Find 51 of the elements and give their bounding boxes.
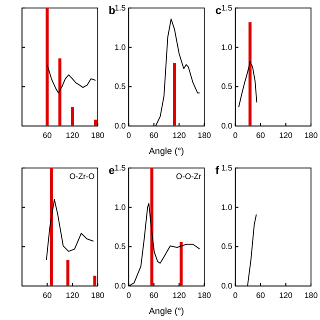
y-tick-label: 0.0 [114,122,126,131]
x-tick-label: 120 [66,130,80,140]
y-tick-label: 0.5 [221,242,233,252]
x-tick-label: 120 [172,290,186,300]
y-tick-label: 0.5 [114,242,126,252]
x-tick-label: 120 [279,290,293,300]
chart-title: e [108,165,115,177]
y-tick-label: 1.5 [221,4,233,13]
chart-title: b [108,5,116,17]
chart-title: c [215,5,222,17]
x-tick-label: 60 [256,130,266,140]
bar [70,107,74,126]
y-tick-label: 1.0 [114,42,126,52]
x-tick-label: 60 [256,290,266,300]
x-tick-label: 60 [149,290,159,300]
annotation: O-O-Zr [176,172,202,181]
annotation: O-Zr-O [69,172,95,181]
line-series [238,61,258,108]
bar [58,58,62,126]
y-tick-label: 1.5 [114,164,126,173]
x-tick-label: 60 [149,130,159,140]
y-tick-label: 0.0 [221,122,233,131]
x-tick-label: 180 [304,290,318,300]
y-tick-label: 0.0 [114,282,126,291]
x-tick-label: 180 [198,130,212,140]
x-tick-label: 60 [42,130,52,140]
x-tick-label: 180 [90,130,105,140]
x-tick-label: 180 [90,290,105,300]
x-tick-label: 0 [233,290,238,300]
bar [46,8,49,126]
x-tick-label: 0 [126,130,132,140]
y-tick-label: 1.5 [221,164,233,173]
x-tick-label: 120 [172,130,186,140]
chart-title: f [215,165,220,177]
y-tick-label: 1.5 [114,4,126,13]
bar [94,120,98,126]
y-tick-label: 1.0 [221,202,233,212]
x-axis-title: Angle (°) [148,306,184,316]
x-tick-label: 180 [304,130,318,140]
y-tick-label: 1.0 [221,42,233,52]
x-tick-label: 0 [233,130,238,140]
x-tick-label: 60 [42,290,52,300]
y-tick-label: 0.5 [114,82,126,92]
x-tick-label: 0 [126,290,132,300]
x-tick-label: 180 [198,290,212,300]
x-tick-label: 120 [279,130,293,140]
x-axis-title: Angle (°) [148,146,184,156]
x-tick-label: 120 [66,290,80,300]
y-tick-label: 0.5 [221,82,233,92]
y-tick-label: 0.0 [221,282,233,291]
y-tick-label: 1.0 [114,202,126,212]
